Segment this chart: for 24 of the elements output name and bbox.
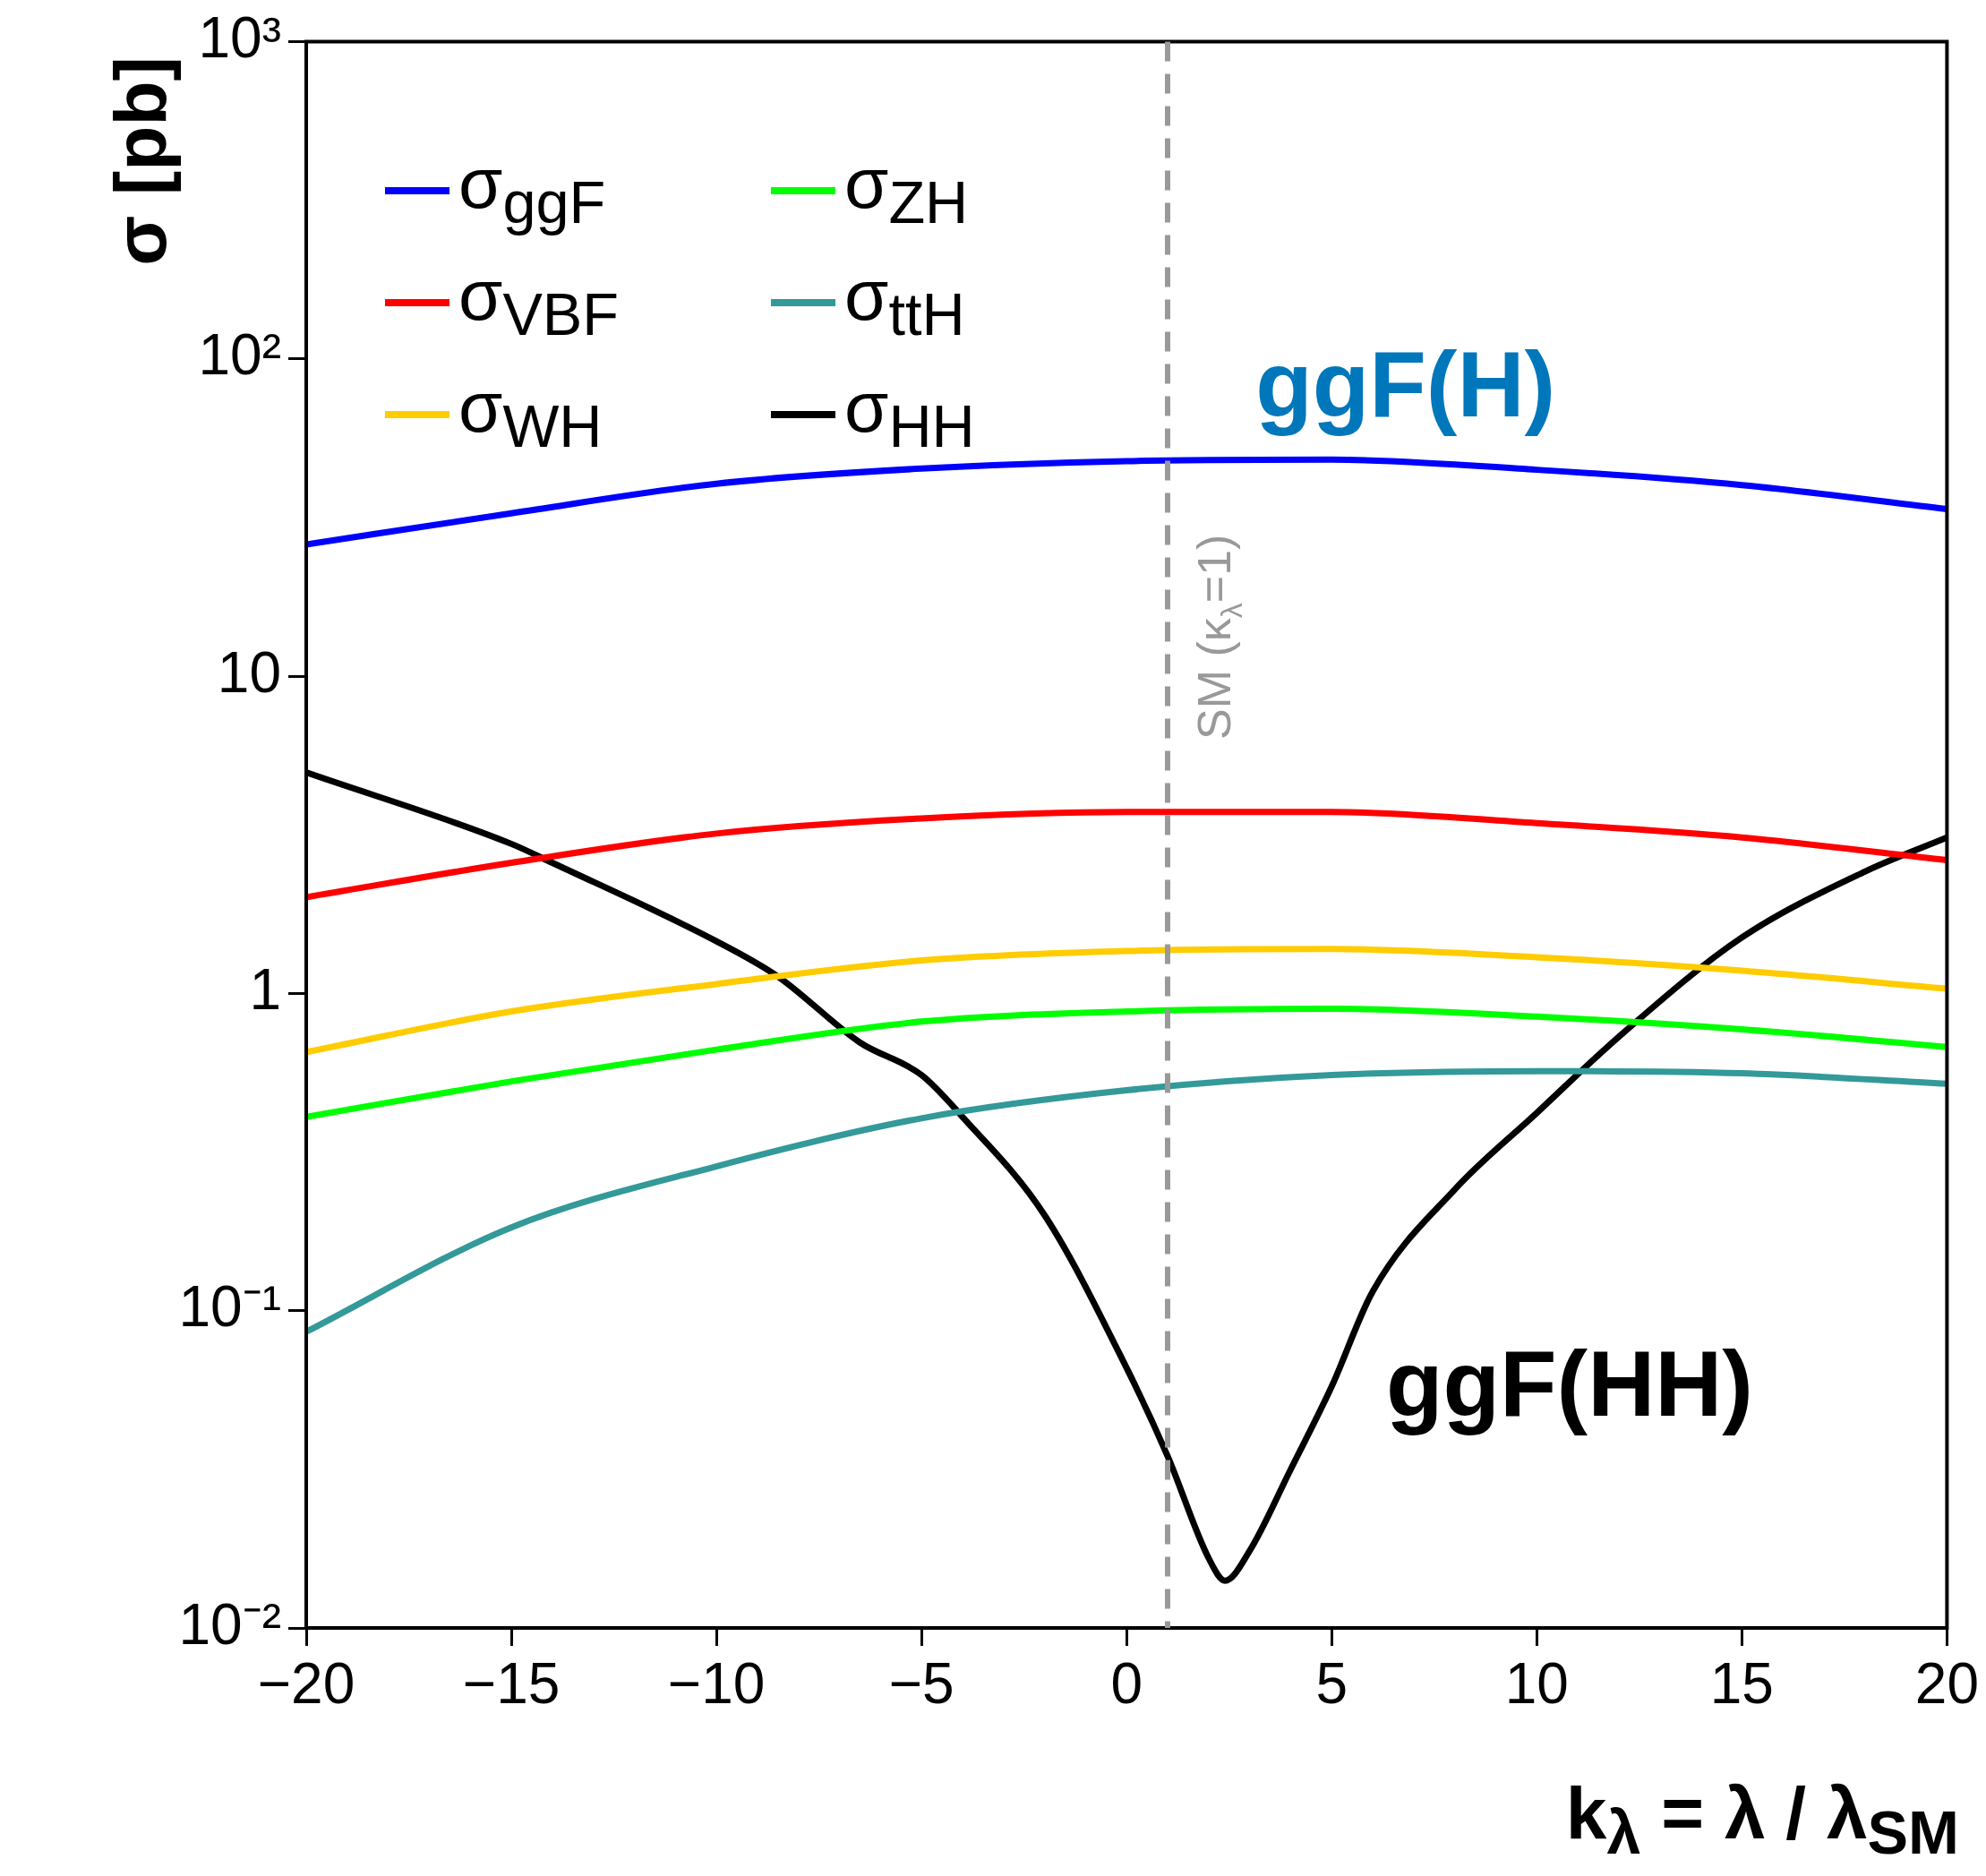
annotation: ggF(HH) bbox=[1385, 1331, 1753, 1435]
legend-label: σ$_{ZH}$ bbox=[844, 143, 969, 236]
y-tick-label: 1 bbox=[249, 957, 281, 1022]
x-tick-label: 10 bbox=[1504, 1651, 1569, 1717]
x-tick-label: −5 bbox=[888, 1651, 954, 1717]
y-tick-label: 10³ bbox=[198, 5, 281, 71]
y-tick-label: 10 bbox=[217, 639, 281, 705]
x-tick-label: −15 bbox=[462, 1651, 561, 1717]
legend-label: σ$_{VBF}$ bbox=[458, 255, 620, 348]
x-axis-title: k$_{λ}$ = λ / λ$_{SM}$ bbox=[1565, 1770, 1959, 1867]
y-tick-label: 10² bbox=[198, 322, 281, 388]
x-tick-label: −10 bbox=[667, 1651, 766, 1717]
legend-label: σ$_{WH}$ bbox=[458, 367, 603, 460]
x-tick-label: 20 bbox=[1914, 1651, 1979, 1717]
y-tick-label: 10⁻¹ bbox=[178, 1274, 281, 1340]
annotation: ggF(H) bbox=[1255, 331, 1556, 436]
legend-label: σ$_{HH}$ bbox=[844, 367, 975, 460]
y-axis-title: σ [pb] bbox=[98, 56, 182, 266]
ref-line-label: SM (κλ=1) bbox=[1188, 534, 1249, 740]
x-tick-label: 0 bbox=[1110, 1651, 1143, 1717]
legend-label: σ$_{ggF}$ bbox=[458, 143, 606, 236]
legend-label: σ$_{ttH}$ bbox=[844, 255, 965, 348]
x-tick-label: 5 bbox=[1315, 1651, 1348, 1717]
x-tick-label: 15 bbox=[1709, 1651, 1774, 1717]
